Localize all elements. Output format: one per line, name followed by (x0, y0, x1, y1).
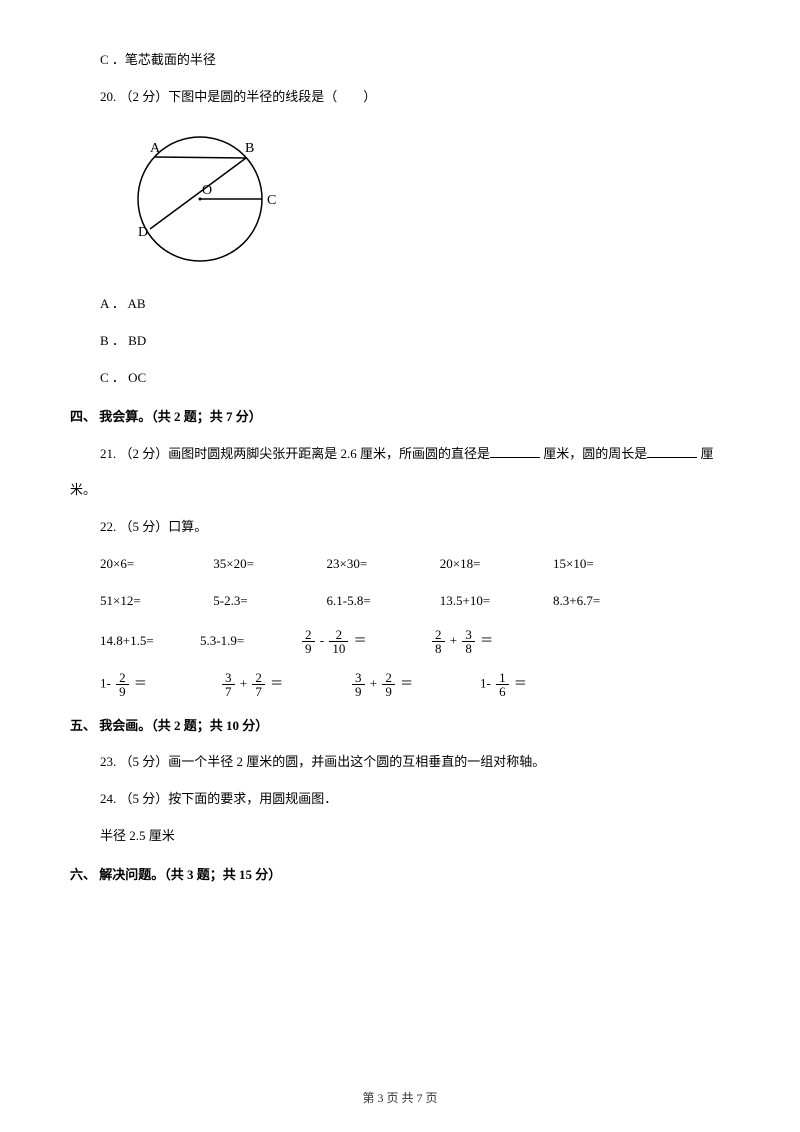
svg-text:O: O (202, 183, 212, 198)
q20-optA: A ． AB (70, 294, 730, 315)
calc: 8.3+6.7= (553, 591, 663, 612)
section6-title: 六、 解决问题。（共 3 题；共 15 分） (70, 865, 730, 886)
calc: 6.1-5.8= (327, 591, 437, 612)
q21-p3: 厘米，圆的周长是 (543, 446, 647, 461)
blank-diameter[interactable] (490, 444, 540, 458)
calc-frac: 28 + 38 ＝ (430, 628, 560, 655)
q21-val: 2.6 (341, 446, 357, 461)
q22-row3: 14.8+1.5= 5.3-1.9= 29 - 210 ＝ 28 + 38 ＝ (70, 628, 730, 655)
q22-row1: 20×6= 35×20= 23×30= 20×18= 15×10= (70, 554, 730, 575)
calc-frac: 39 + 29 ＝ (350, 671, 480, 698)
page-footer: 第 3 页 共 7 页 (0, 1089, 800, 1108)
q20-prompt: 20. （2 分）下图中是圆的半径的线段是（ ） (70, 87, 730, 108)
calc-frac: 29 - 210 ＝ (300, 628, 430, 655)
svg-text:B: B (245, 141, 254, 156)
svg-text:D: D (138, 225, 148, 240)
calc: 14.8+1.5= (100, 631, 200, 652)
calc-frac: 37 + 27 ＝ (220, 671, 350, 698)
calc: 20×18= (440, 554, 550, 575)
calc: 20×6= (100, 554, 210, 575)
q23: 23. （5 分）画一个半径 2 厘米的圆，并画出这个圆的互相垂直的一组对称轴。 (70, 752, 730, 773)
calc: 5-2.3= (213, 591, 323, 612)
blank-circumference[interactable] (647, 444, 697, 458)
q19-optC: C ．笔芯截面的半径 (70, 50, 730, 71)
q21: 21. （2 分）画图时圆规两脚尖张开距离是 2.6 厘米，所画圆的直径是 厘米… (70, 444, 730, 465)
q20-optB: B ． BD (70, 331, 730, 352)
q21-p1: 21. （2 分）画图时圆规两脚尖张开距离是 (100, 446, 337, 461)
q22-row2: 51×12= 5-2.3= 6.1-5.8= 13.5+10= 8.3+6.7= (70, 591, 730, 612)
q21-p2: 厘米，所画圆的直径是 (360, 446, 490, 461)
calc-frac: 1- 29 ＝ (100, 671, 220, 698)
svg-text:C: C (267, 193, 276, 208)
calc: 35×20= (213, 554, 323, 575)
calc: 15×10= (553, 554, 663, 575)
calc: 23×30= (327, 554, 437, 575)
section5-title: 五、 我会画。（共 2 题；共 10 分） (70, 716, 730, 737)
q22-row4: 1- 29 ＝ 37 + 27 ＝ 39 + 29 ＝ 1- 16 ＝ (70, 671, 730, 698)
calc-frac: 1- 16 ＝ (480, 671, 610, 698)
q20-optC: C ． OC (70, 368, 730, 389)
calc: 51×12= (100, 591, 210, 612)
q24-sub: 半径 2.5 厘米 (70, 826, 730, 847)
calc: 5.3-1.9= (200, 631, 300, 652)
q20-diagram: A B C D O (120, 124, 730, 281)
q21-p5: 米。 (70, 480, 730, 501)
q24: 24. （5 分）按下面的要求，用圆规画图． (70, 789, 730, 810)
q21-p4: 厘 (701, 446, 714, 461)
svg-text:A: A (150, 141, 161, 156)
section4-title: 四、 我会算。（共 2 题；共 7 分） (70, 407, 730, 428)
q22-prompt: 22. （5 分）口算。 (70, 517, 730, 538)
calc: 13.5+10= (440, 591, 550, 612)
